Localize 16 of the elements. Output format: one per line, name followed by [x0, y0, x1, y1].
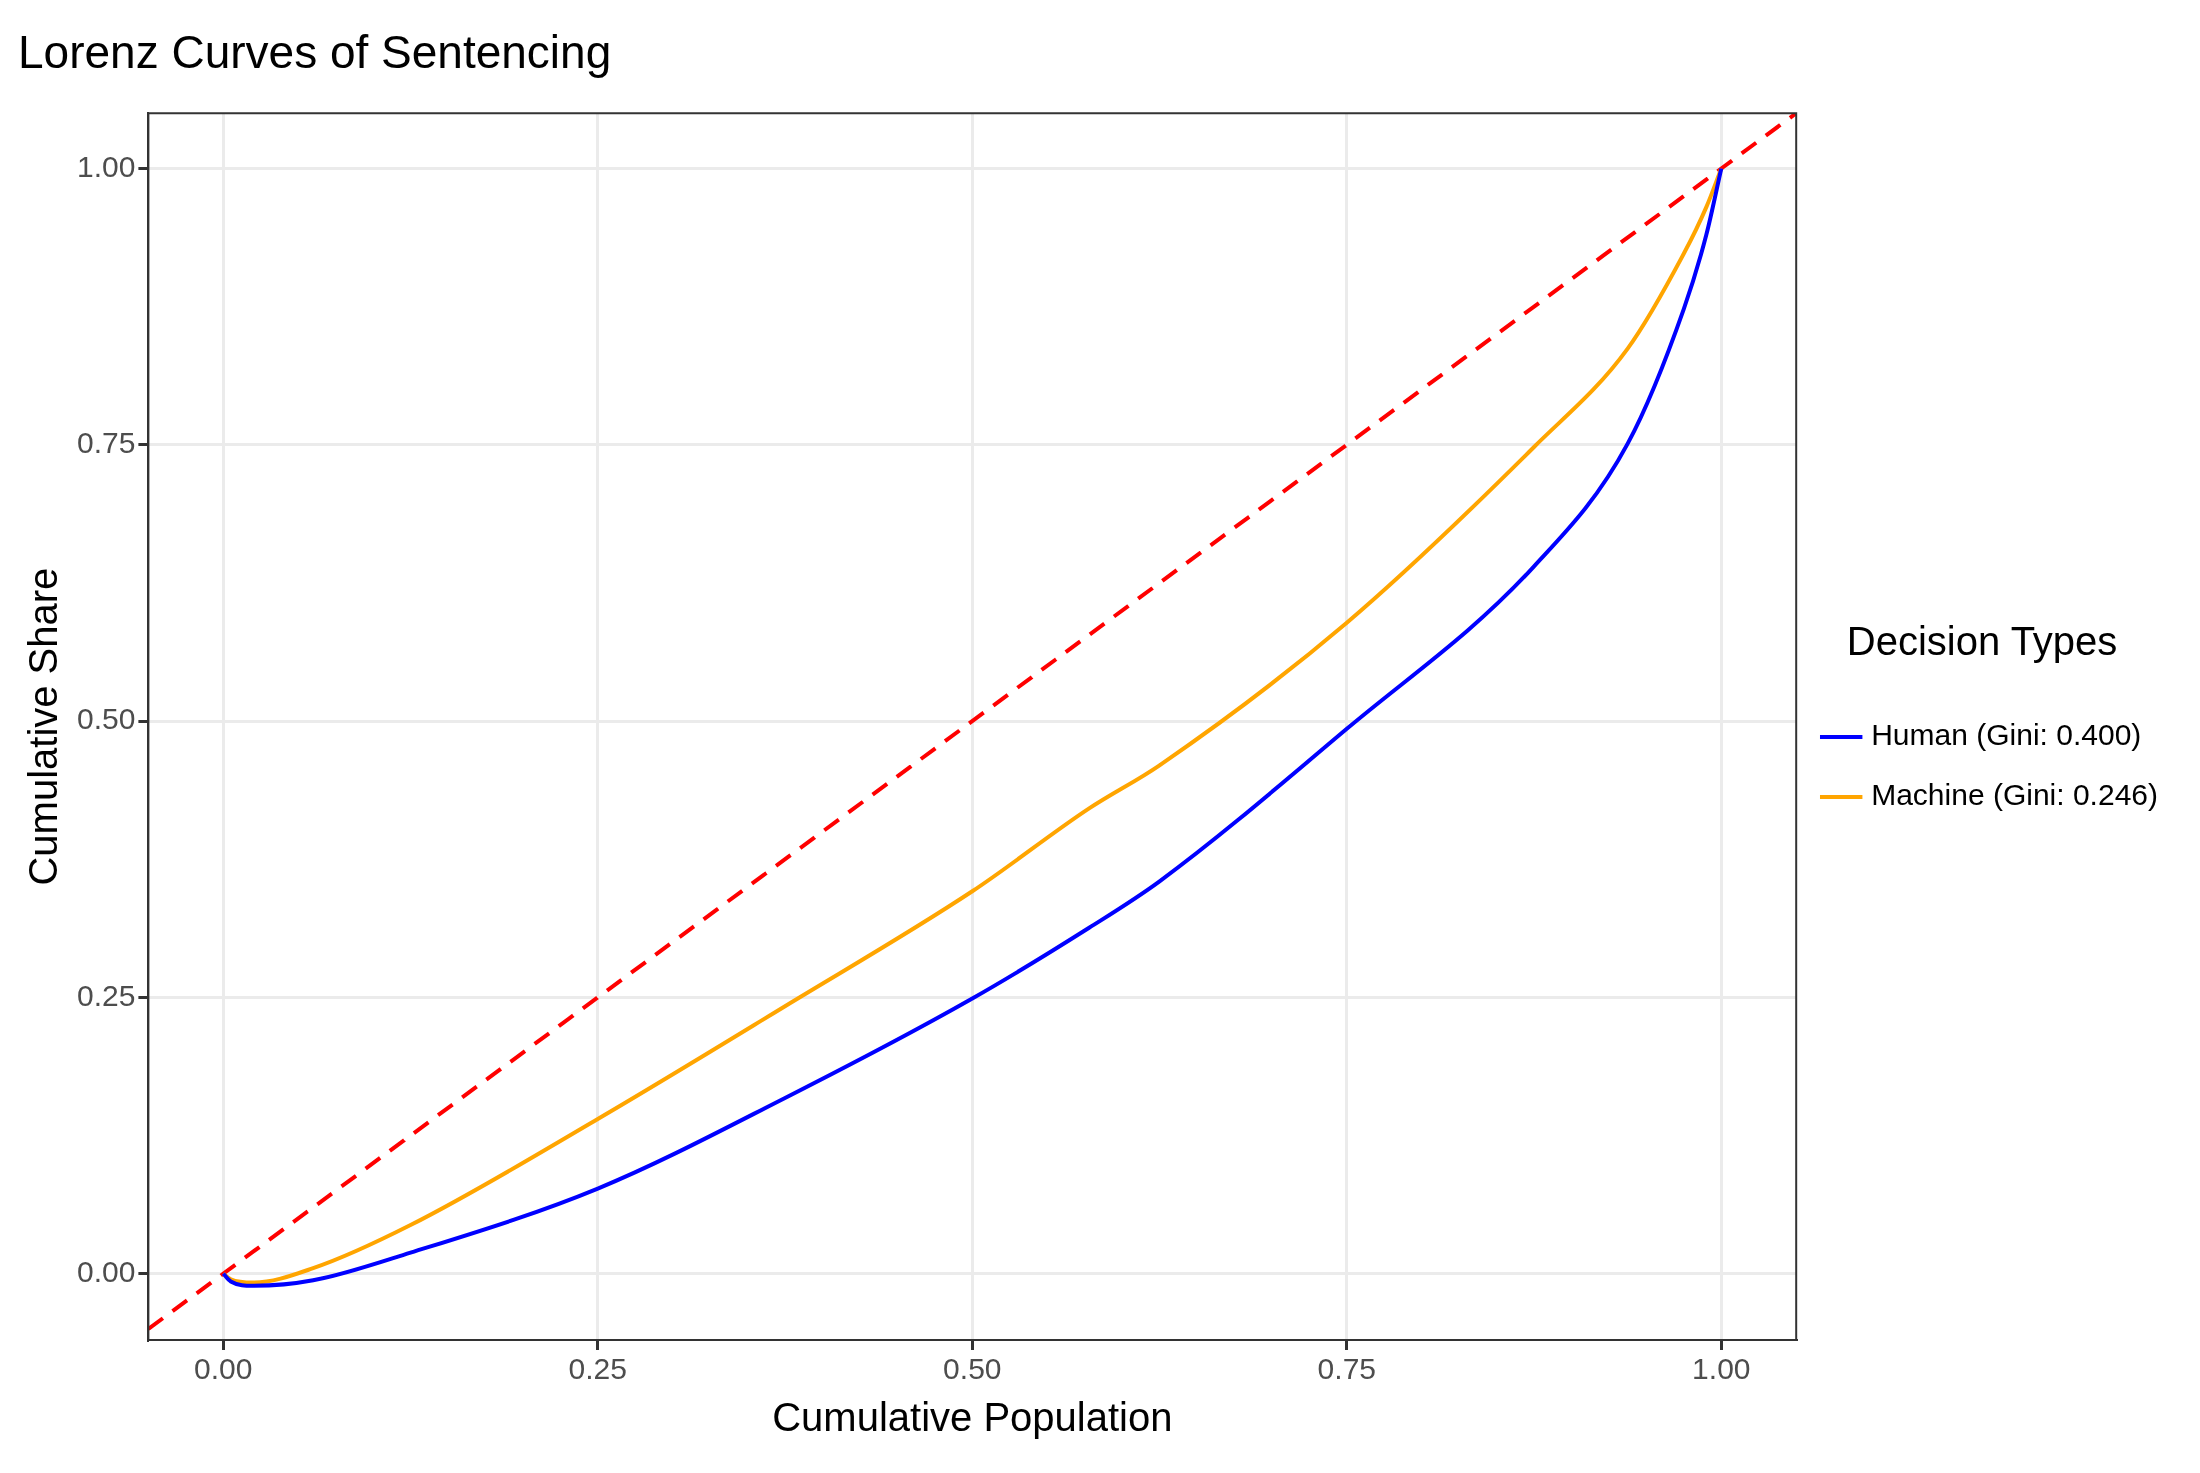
x-tick-label: 0.00 — [194, 1352, 253, 1386]
y-tick-label: 1.00 — [77, 149, 136, 183]
chart-title: Lorenz Curves of Sentencing — [18, 26, 612, 79]
legend-label: Machine (Gini: 0.246) — [1871, 778, 2159, 812]
y-axis-title: Cumulative Share — [21, 567, 66, 886]
y-tick-label: 0.00 — [77, 1254, 136, 1288]
legend-title: Decision Types — [1846, 619, 2118, 664]
x-tick-label: 0.75 — [1317, 1352, 1376, 1386]
x-tick-label: 0.25 — [568, 1352, 627, 1386]
legend-label: Human (Gini: 0.400) — [1871, 718, 2142, 752]
y-tick-label: 0.75 — [77, 426, 136, 460]
x-tick-label: 1.00 — [1692, 1352, 1751, 1386]
x-axis-title: Cumulative Population — [772, 1395, 1173, 1440]
y-tick-label: 0.25 — [77, 978, 136, 1012]
x-tick-label: 0.50 — [943, 1352, 1002, 1386]
y-tick-label: 0.50 — [77, 702, 136, 736]
